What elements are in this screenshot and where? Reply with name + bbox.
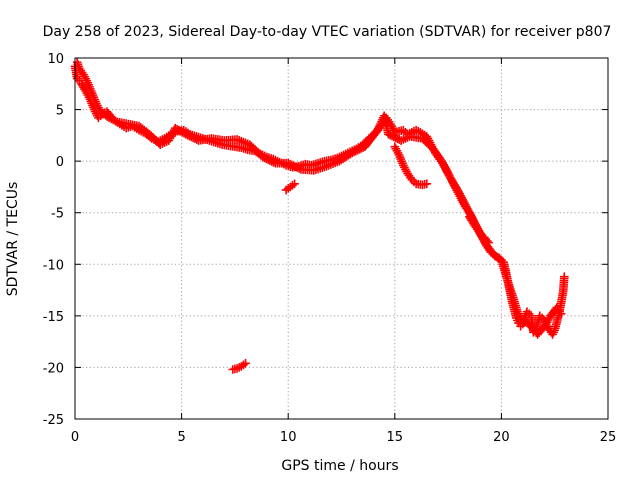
data-point bbox=[241, 359, 250, 368]
y-axis-label: SDTVAR / TECUs bbox=[5, 182, 21, 297]
x-tick-label: 5 bbox=[177, 430, 185, 445]
series-main-track-2 bbox=[72, 57, 566, 339]
series-outlier-segment-7-5h bbox=[228, 359, 250, 374]
data-point bbox=[559, 272, 569, 281]
chart-title: Day 258 of 2023, Sidereal Day-to-day VTE… bbox=[43, 24, 612, 40]
y-tick-label: 0 bbox=[56, 155, 64, 170]
series-short-segment-10h bbox=[281, 179, 299, 195]
grid bbox=[75, 58, 608, 419]
y-tick-label: 10 bbox=[47, 52, 64, 67]
data-point bbox=[556, 309, 566, 319]
data-point bbox=[290, 179, 299, 189]
data-point bbox=[484, 238, 493, 247]
series-branch-18h bbox=[465, 212, 493, 247]
plot-frame bbox=[74, 57, 609, 420]
data-point bbox=[422, 179, 432, 189]
x-tick-label: 10 bbox=[280, 430, 297, 445]
x-tick-label: 25 bbox=[600, 430, 617, 445]
y-tick-label: -15 bbox=[43, 310, 64, 325]
data-series bbox=[70, 57, 569, 374]
y-tick-label: 5 bbox=[56, 104, 64, 119]
y-tick-label: -20 bbox=[43, 361, 64, 376]
x-tick-label: 20 bbox=[493, 430, 510, 445]
x-tick-label: 15 bbox=[387, 430, 404, 445]
y-tick-label: -25 bbox=[43, 413, 64, 428]
series-branch-15h bbox=[390, 142, 432, 190]
y-tick-label: -5 bbox=[51, 207, 64, 222]
axis-ticks: 0 5 10 15 20 25 -25 -20 -15 -10 -5 0 5 10 bbox=[43, 52, 617, 445]
x-tick-label: 0 bbox=[71, 430, 79, 445]
y-tick-label: -10 bbox=[43, 258, 64, 273]
series-main-track-1 bbox=[70, 61, 569, 339]
x-axis-label: GPS time / hours bbox=[281, 458, 398, 474]
